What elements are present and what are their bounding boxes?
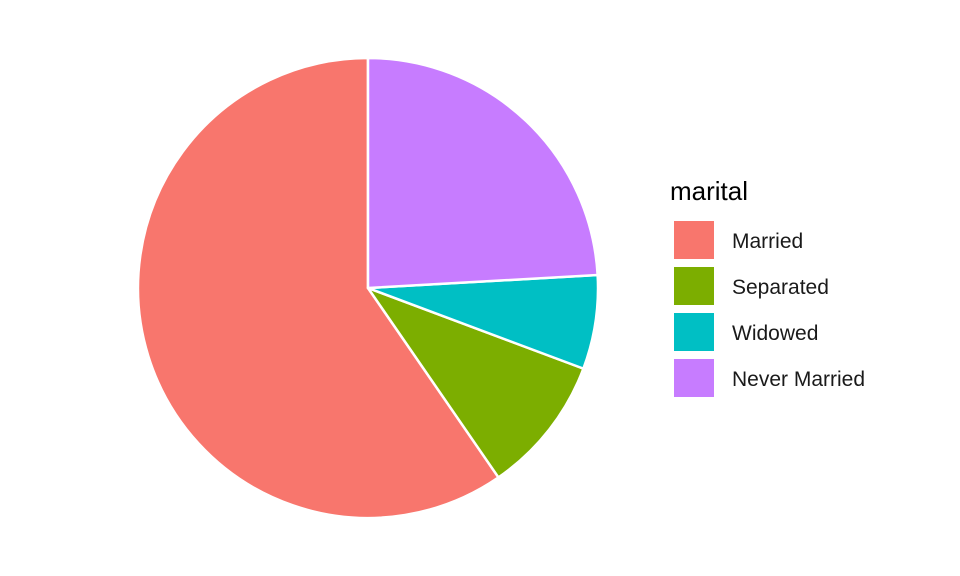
legend-label-widowed: Widowed [732,322,818,345]
pie-slices [136,56,600,520]
legend-title: marital [670,176,748,206]
legend-swatch-never-married [674,359,714,397]
pie-slice-married [136,56,500,520]
legend-swatch-separated [674,267,714,305]
pie-slice-separated [366,286,585,479]
legend-swatch-married [674,221,714,259]
legend: marital Married Separated Widowed Never Mar… [670,176,865,397]
pie-slice-never-married [366,56,599,290]
legend-label-never-married: Never Married [732,368,865,391]
legend-items: Married Separated Widowed Never Married [674,221,865,397]
legend-swatch-widowed [674,313,714,351]
legend-label-separated: Separated [732,276,829,299]
legend-label-married: Married [732,230,803,253]
